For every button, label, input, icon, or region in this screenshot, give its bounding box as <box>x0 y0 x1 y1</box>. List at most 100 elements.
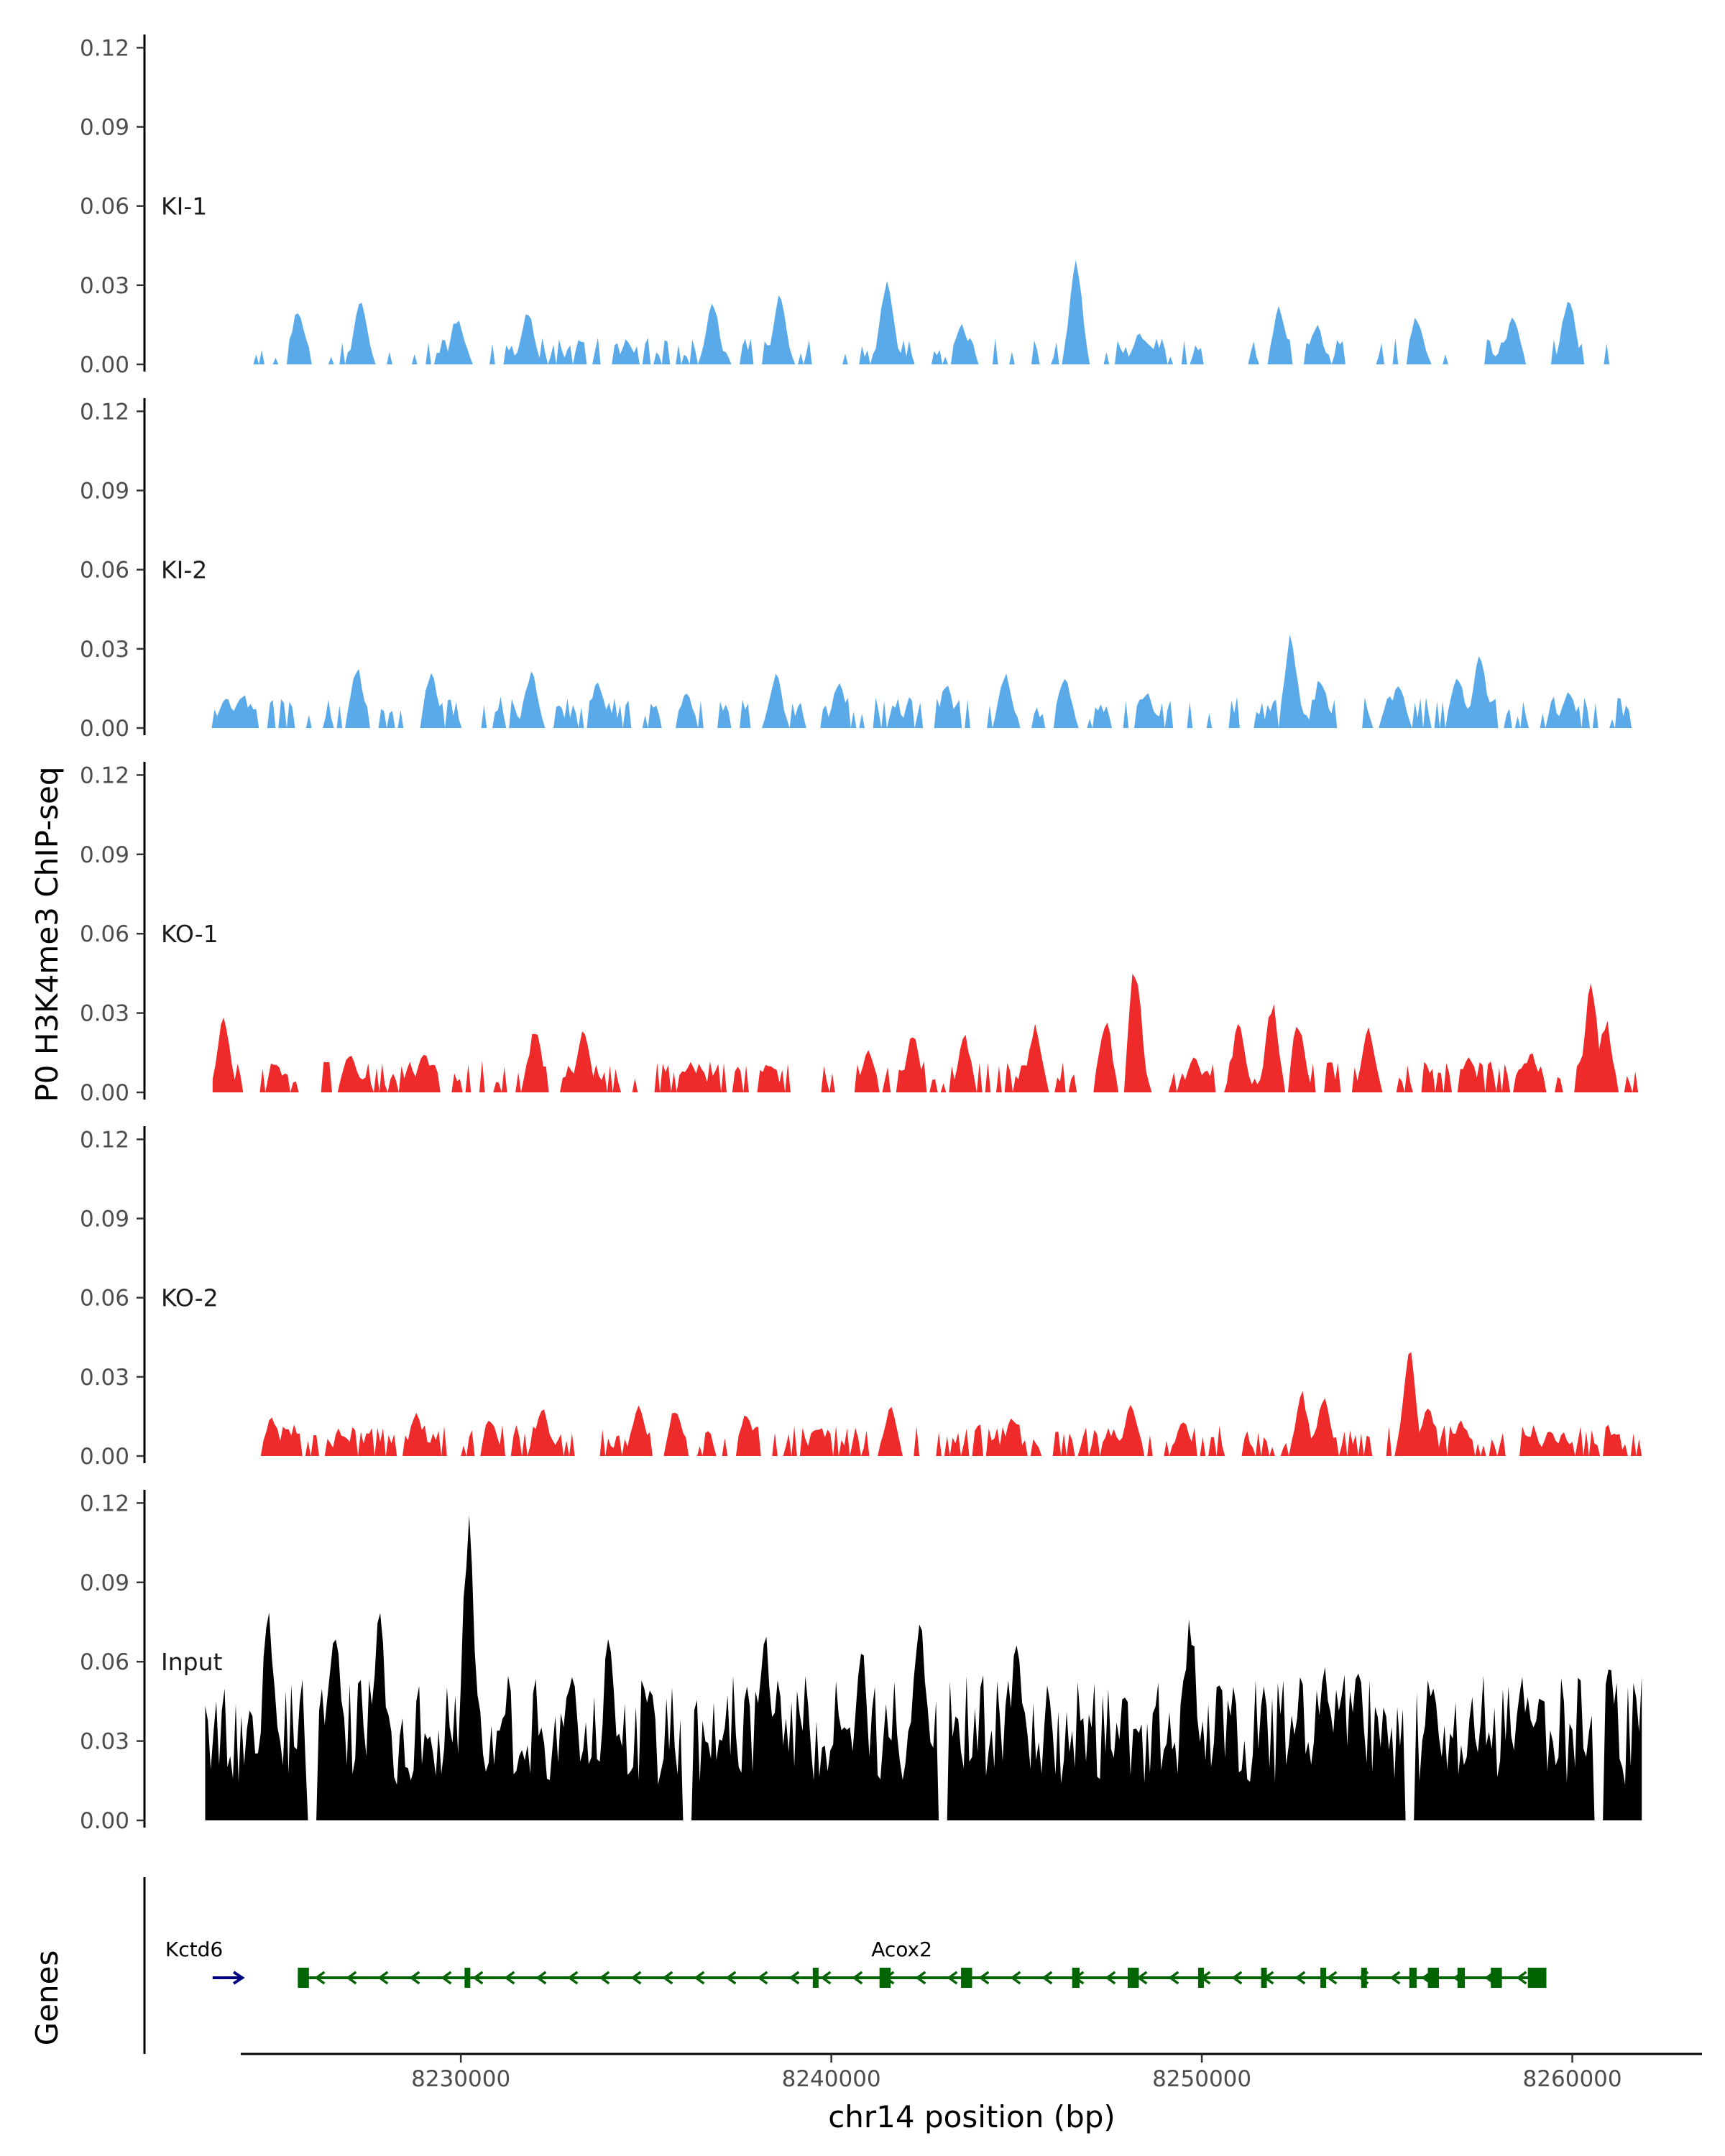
x-axis: chr14 position (bp) 8230000 8240000 825000… <box>241 2053 1702 2134</box>
y-tick-label: 0.09 <box>80 842 129 868</box>
signal-area <box>212 973 1641 1092</box>
x-tick-label: 8240000 <box>782 2066 881 2092</box>
exon-block <box>1427 1968 1440 1988</box>
track-ko-2: 0.00 0.03 0.06 0.09 0.12 KO-2 <box>80 1126 1642 1470</box>
strand-arrow <box>788 1971 800 1985</box>
gene-acox2: Acox2 <box>298 1938 1547 1988</box>
y-tick-label: 0.00 <box>80 1080 129 1106</box>
y-tick-label: 0.12 <box>80 399 129 425</box>
y-tick-label: 0.00 <box>80 352 129 378</box>
exon-block <box>812 1968 819 1988</box>
strand-arrow <box>1294 1971 1306 1985</box>
y-tick-label: 0.12 <box>80 35 129 61</box>
strand-arrow <box>535 1971 547 1985</box>
y-tick-label: 0.03 <box>80 637 129 663</box>
y-tick-label: 0.09 <box>80 479 129 505</box>
strand-arrow <box>1231 1971 1243 1985</box>
y-tick-label: 0.03 <box>80 1729 129 1755</box>
signal-area <box>260 1352 1642 1456</box>
exon-block <box>1261 1968 1267 1988</box>
track-ko-1: 0.00 0.03 0.06 0.09 0.12 KO-1 <box>80 762 1641 1106</box>
exon-block <box>1457 1968 1466 1988</box>
exon-block <box>1072 1968 1080 1988</box>
exon-block <box>879 1968 891 1988</box>
gene-name-label: Kctd6 <box>165 1938 223 1961</box>
strand-arrow <box>1105 1971 1116 1985</box>
exon-block <box>1128 1968 1139 1988</box>
strand-arrow <box>232 1971 245 1985</box>
genes-axis-title: Genes <box>29 1950 65 2046</box>
strand-arrow <box>852 1971 863 1985</box>
y-tick-label: 0.09 <box>80 115 129 141</box>
strand-arrow <box>662 1971 673 1985</box>
y-tick-label: 0.03 <box>80 273 129 299</box>
y-tick-label: 0.09 <box>80 1207 129 1233</box>
strand-arrow <box>947 1971 958 1985</box>
exon-block <box>1320 1968 1327 1988</box>
y-tick-label: 0.03 <box>80 1365 129 1391</box>
track-label: KI-2 <box>161 556 207 584</box>
y-tick-label: 0.09 <box>80 1570 129 1596</box>
strand-arrow <box>504 1971 515 1985</box>
track-input: 0.00 0.03 0.06 0.09 0.12 Input <box>80 1490 1642 1834</box>
strand-arrow <box>978 1971 990 1985</box>
exon-block <box>1409 1968 1417 1988</box>
strand-arrow <box>1041 1971 1053 1985</box>
y-tick-label: 0.03 <box>80 1001 129 1027</box>
strand-arrow <box>915 1971 926 1985</box>
strand-arrow <box>472 1971 484 1985</box>
y-tick-label: 0.06 <box>80 1649 129 1675</box>
track-label: KO-1 <box>161 920 218 948</box>
signal-tracks: 0.00 0.03 0.06 0.09 0.12 KI-1 0.00 0.03 0.06 0.09… <box>80 34 1643 1834</box>
y-tick-label: 0.12 <box>80 1491 129 1516</box>
track-label: KI-1 <box>161 193 207 221</box>
strand-arrow <box>1010 1971 1021 1985</box>
y-axis-title: P0 H3K4me3 ChIP-seq <box>29 766 65 1102</box>
gene-track-panel: Genes Kctd6 Acox2 <box>29 1877 1547 2054</box>
track-ki-2: 0.00 0.03 0.06 0.09 0.12 KI-2 <box>80 398 1643 742</box>
exon-block <box>961 1968 972 1988</box>
exon-block <box>464 1968 471 1988</box>
strand-arrow <box>1326 1971 1338 1985</box>
signal-area <box>253 259 1610 364</box>
strand-arrow <box>441 1971 452 1985</box>
strand-arrow <box>694 1971 705 1985</box>
strand-arrow <box>1516 1971 1527 1985</box>
exon-block <box>1361 1968 1367 1988</box>
exon-block <box>1197 1968 1204 1988</box>
x-axis-title: chr14 position (bp) <box>828 2099 1116 2134</box>
y-tick-label: 0.06 <box>80 921 129 947</box>
x-tick-label: 8260000 <box>1523 2066 1622 2092</box>
gene-kctd6: Kctd6 <box>165 1938 245 1985</box>
signal-area <box>208 635 1643 728</box>
strand-arrow <box>1389 1971 1401 1985</box>
track-label: KO-2 <box>161 1284 218 1312</box>
x-tick-label: 8230000 <box>411 2066 510 2092</box>
y-tick-label: 0.12 <box>80 763 129 788</box>
y-tick-label: 0.06 <box>80 1286 129 1312</box>
y-tick-label: 0.12 <box>80 1127 129 1153</box>
y-tick-label: 0.00 <box>80 1444 129 1470</box>
strand-arrow <box>630 1971 642 1985</box>
strand-arrow <box>1168 1971 1179 1985</box>
strand-arrow <box>567 1971 579 1985</box>
strand-arrow <box>346 1971 357 1985</box>
track-label: Input <box>161 1648 223 1676</box>
exon-block <box>1491 1968 1502 1988</box>
strand-arrow <box>757 1971 768 1985</box>
strand-arrow <box>725 1971 737 1985</box>
y-tick-label: 0.00 <box>80 716 129 742</box>
gene-name-label: Acox2 <box>871 1938 932 1961</box>
y-tick-label: 0.06 <box>80 558 129 584</box>
exon-block <box>1527 1968 1547 1988</box>
strand-arrow <box>820 1971 832 1985</box>
signal-area <box>205 1515 1642 1820</box>
gene-models: Kctd6 Acox2 <box>165 1938 1547 1988</box>
strand-arrow <box>314 1971 326 1985</box>
exon-block <box>298 1968 309 1988</box>
strand-arrow <box>377 1971 389 1985</box>
track-ki-1: 0.00 0.03 0.06 0.09 0.12 KI-1 <box>80 34 1610 378</box>
y-tick-label: 0.00 <box>80 1808 129 1834</box>
y-tick-label: 0.06 <box>80 194 129 220</box>
